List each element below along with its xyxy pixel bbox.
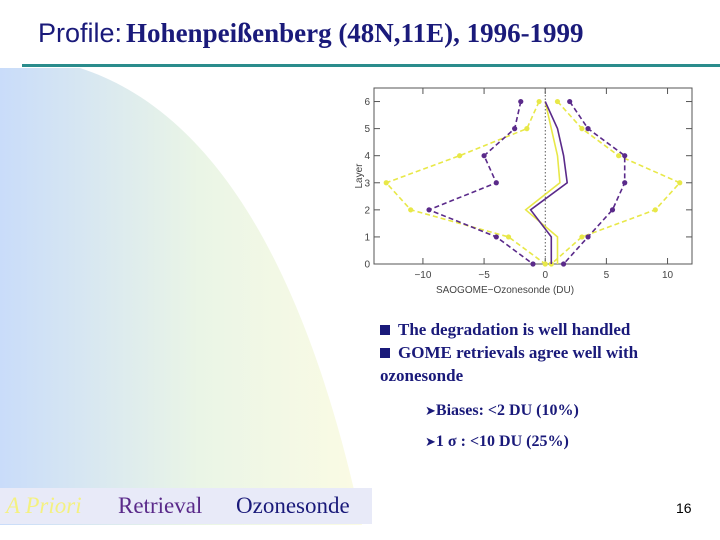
series-point-1: [524, 126, 530, 132]
arrow-bullet-icon: ➤: [425, 435, 436, 450]
slide-title: Profile: Hohenpeißenberg (48N,11E), 1996…: [38, 18, 584, 49]
title-rule: [22, 64, 720, 67]
series-point-1: [505, 234, 512, 240]
y-tick-label: 4: [364, 151, 370, 162]
series-point-1: [457, 153, 463, 159]
legend-bar: A Priori Retrieval Ozonesonde: [0, 488, 372, 524]
x-tick-label: −10: [414, 270, 431, 281]
series-point-4: [426, 207, 432, 213]
sub-bullet-sigma: ➤1 σ : <10 DU (25%): [425, 433, 569, 450]
series-point-4: [512, 126, 518, 132]
series-point-5: [585, 234, 591, 240]
legend-a-priori: A Priori: [6, 493, 82, 518]
bullet-list: The degradation is well handled GOME ret…: [380, 318, 700, 387]
series-point-5: [567, 98, 573, 105]
legend-ozonesonde: Ozonesonde: [236, 493, 350, 518]
series-point-4: [493, 180, 499, 186]
series-point-2: [579, 126, 585, 132]
series-point-1: [383, 180, 389, 186]
x-tick-label: 5: [604, 270, 610, 281]
series-point-2: [579, 234, 585, 240]
y-tick-label: 1: [364, 232, 370, 243]
series-point-4: [481, 153, 487, 159]
page-number: 16: [676, 500, 692, 516]
series-point-5: [560, 261, 567, 267]
series-line-5: [563, 101, 626, 265]
x-axis-label: SAOGOME−Ozonesonde (DU): [436, 285, 574, 296]
series-point-2: [616, 153, 622, 159]
y-tick-label: 6: [364, 97, 370, 108]
series-point-1: [542, 261, 548, 267]
series-point-5: [609, 207, 616, 213]
series-point-4: [530, 261, 536, 267]
series-point-1: [536, 98, 542, 105]
profile-chart: −10 −5 0 5 10 0 1 2 3 4 5 6 SAOGOME−Ozonesonde (DU) L…: [354, 87, 693, 296]
sub-bullet-biases: ➤Biases: <2 DU (10%): [425, 402, 579, 419]
x-tick-label: 0: [542, 270, 548, 281]
series-point-2: [652, 207, 658, 213]
y-tick-label: 3: [364, 178, 370, 189]
x-tick-label: 10: [662, 270, 674, 281]
series-point-5: [585, 126, 591, 132]
series-point-2: [677, 180, 683, 186]
title-prefix: Profile:: [38, 18, 123, 48]
series-point-4: [493, 234, 499, 240]
y-tick-label: 5: [364, 124, 370, 135]
y-tick-label: 2: [364, 205, 370, 216]
series-line-1: [384, 101, 546, 265]
bullet-square-icon: [380, 348, 390, 358]
series-line-3: [529, 101, 569, 264]
series-point-5: [622, 153, 628, 159]
series-line-4: [426, 101, 534, 265]
series-point-5: [622, 180, 628, 186]
series-line-0: [524, 101, 561, 264]
bullet-1: The degradation is well handled: [380, 318, 700, 341]
legend-retrieval: Retrieval: [118, 493, 203, 518]
bullet-square-icon: [380, 325, 390, 335]
arrow-bullet-icon: ➤: [425, 404, 436, 419]
series-line-2: [550, 100, 682, 265]
series-point-2: [554, 98, 561, 105]
title-main: Hohenpeißenberg (48N,11E), 1996-1999: [126, 18, 584, 48]
y-axis-label: Layer: [354, 163, 365, 189]
series-point-1: [408, 207, 414, 213]
series-point-4: [518, 98, 524, 105]
x-tick-label: −5: [478, 270, 490, 281]
plot-frame: [373, 87, 693, 265]
bullet-2: GOME retrievals agree well with ozoneson…: [380, 343, 639, 385]
y-tick-label: 0: [364, 260, 370, 271]
